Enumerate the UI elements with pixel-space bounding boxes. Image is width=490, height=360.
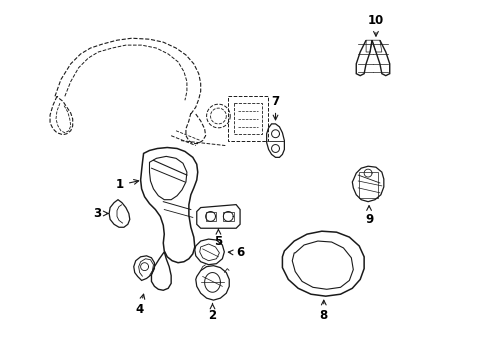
Text: 10: 10 [368, 14, 384, 36]
Text: 8: 8 [319, 300, 328, 322]
Text: 9: 9 [365, 206, 373, 226]
Text: 2: 2 [208, 303, 217, 322]
Text: 4: 4 [136, 294, 145, 316]
Text: 1: 1 [116, 179, 139, 192]
Text: 3: 3 [93, 207, 108, 220]
Text: 6: 6 [228, 246, 244, 259]
Text: 7: 7 [271, 95, 280, 120]
Text: 5: 5 [214, 229, 222, 248]
